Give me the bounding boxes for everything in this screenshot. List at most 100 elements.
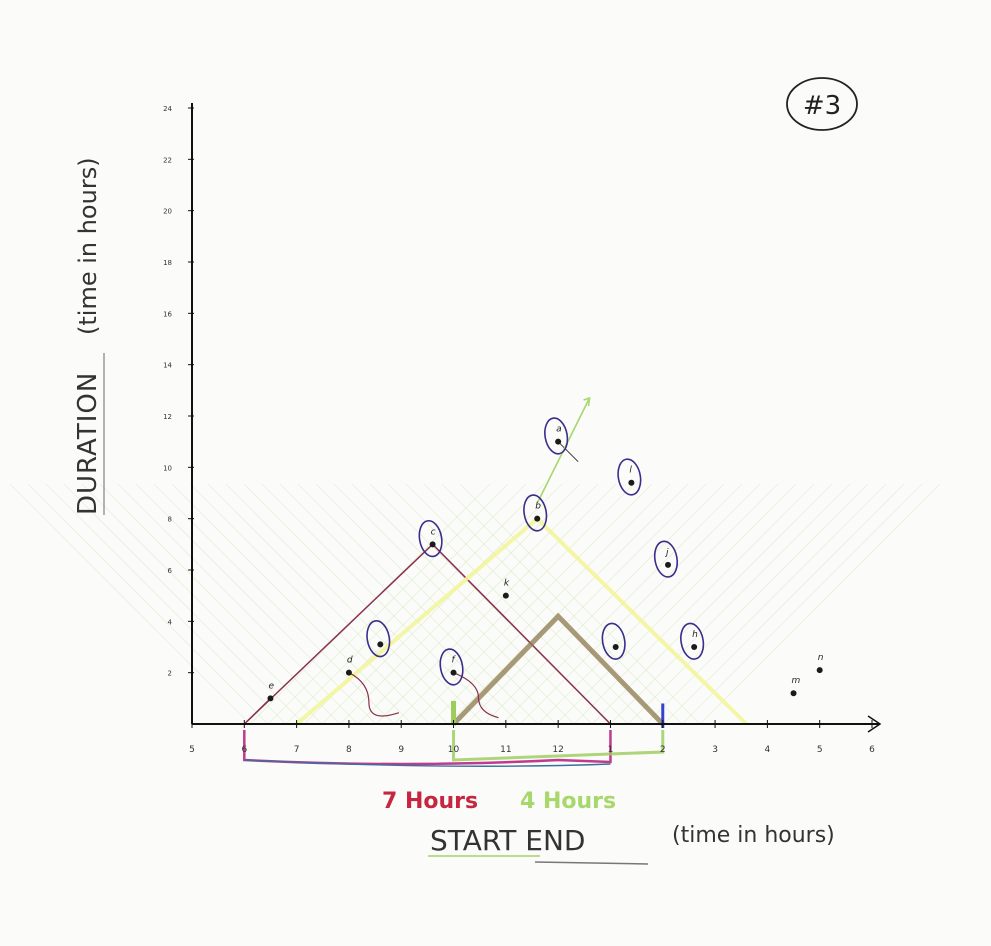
point-label: k: [504, 579, 510, 589]
span-label-4-hours: 4 Hours: [520, 789, 616, 814]
point-ring: [544, 417, 569, 455]
hatch-line: [387, 483, 629, 725]
hatch-line: [699, 483, 941, 725]
page-tag: #3: [786, 77, 858, 131]
hatch-line: [279, 483, 521, 725]
hatch-line: [573, 483, 815, 725]
x-axis-label-main: START END: [430, 824, 585, 857]
hatch-line: [99, 483, 341, 725]
point-label: l: [629, 466, 632, 476]
hatch-line: [405, 483, 647, 725]
y-tick-label: 4: [168, 618, 173, 626]
hatch-line: [627, 483, 869, 725]
point-label: b: [535, 502, 541, 512]
hatch-line: [297, 483, 539, 725]
data-point: [816, 667, 823, 674]
hatch-line: [591, 483, 833, 725]
hatch-line: [27, 483, 269, 725]
x-axis-label-unit: (time in hours): [672, 823, 835, 848]
hatch-line: [393, 483, 635, 725]
hatch-line: [135, 483, 377, 725]
hatch-line: [459, 483, 701, 725]
hatch-line: [645, 483, 887, 725]
data-point: [555, 438, 562, 445]
point-ring: [439, 648, 464, 686]
data-points: e d f c k b a l j h m n: [267, 417, 824, 702]
y-tick-label: 22: [163, 156, 172, 164]
data-point: [612, 644, 619, 650]
data-point: [345, 669, 352, 676]
x-axis-arrowhead: [867, 715, 882, 733]
hatch-line: [465, 483, 707, 725]
point-ring: [366, 620, 391, 658]
page-tag-text: #3: [803, 91, 841, 121]
construction-lines: [243, 396, 748, 767]
x-tick-label: 6: [869, 745, 875, 755]
hatch-line: [351, 483, 593, 725]
point-ring: [523, 494, 548, 532]
y-tick-label: 18: [163, 259, 172, 267]
point-label: j: [664, 548, 669, 558]
hatch-line: [45, 483, 287, 725]
axes: [191, 103, 882, 733]
hatch-line: [243, 483, 485, 725]
hatch-line: [429, 483, 671, 725]
x-tick-label: 5: [817, 745, 823, 755]
hatch-line: [555, 483, 797, 725]
hatch-line: [207, 483, 449, 725]
x-axis-ticks: 5 6 7 8 9 10 11 12 1 2 3 4 5 6: [189, 720, 875, 755]
y-axis-label: DURATION (time in hours): [73, 157, 105, 515]
span-label-7-hours: 7 Hours: [382, 789, 478, 814]
point-label: d: [347, 656, 353, 666]
hatch-line: [153, 483, 395, 725]
hatch-line: [189, 483, 431, 725]
data-point: [450, 669, 457, 676]
pen-stroke: [453, 672, 499, 719]
hatch-line: [375, 483, 617, 725]
pen-stroke: [557, 441, 579, 463]
x-tick-label: 4: [765, 745, 771, 755]
x-tick-label: 8: [346, 745, 352, 755]
y-tick-label: 2: [168, 670, 172, 678]
data-point: [502, 592, 509, 599]
point-ring: [653, 540, 679, 578]
x-tick-label: 3: [712, 745, 718, 755]
y-tick-label: 8: [168, 516, 172, 524]
hatch-line: [357, 483, 599, 725]
point-label: n: [818, 653, 824, 663]
hatch-line: [537, 483, 779, 725]
point-label: e: [268, 681, 274, 691]
point-ring: [418, 519, 443, 558]
point-label: f: [452, 656, 457, 666]
data-point: [628, 479, 635, 486]
x-tick-label: 10: [448, 745, 460, 755]
y-tick-label: 20: [163, 208, 172, 216]
blue-bracket-stroke: [244, 759, 611, 767]
point-ring: [617, 458, 642, 496]
x-tick-label: 12: [552, 745, 563, 755]
x-tick-label: 2: [660, 745, 666, 755]
hatch-line: [483, 483, 725, 725]
hatch-line: [609, 483, 851, 725]
point-label: c: [431, 527, 436, 537]
pen-stroke: [348, 672, 400, 717]
page-tag-circle: [786, 77, 858, 131]
x-axis-label-underline-end: [534, 861, 649, 865]
y-tick-label: 24: [163, 105, 172, 113]
hatch-line: [225, 483, 467, 725]
x-tick-label: 1: [608, 745, 614, 755]
green-bracket: [452, 730, 665, 762]
hatch-line: [81, 483, 323, 725]
hatch-line: [333, 483, 575, 725]
y-axis-label-unit: (time in hours): [74, 157, 102, 335]
diagonal-hatch: [9, 483, 941, 725]
data-point: [267, 695, 274, 702]
x-tick-label: 6: [241, 745, 247, 755]
hatch-line: [171, 483, 413, 725]
x-tick-label: 5: [189, 745, 195, 755]
hatch-line: [321, 483, 563, 725]
hatch-line: [681, 483, 923, 725]
brown-triangle: [451, 612, 665, 726]
data-point: [429, 541, 436, 548]
